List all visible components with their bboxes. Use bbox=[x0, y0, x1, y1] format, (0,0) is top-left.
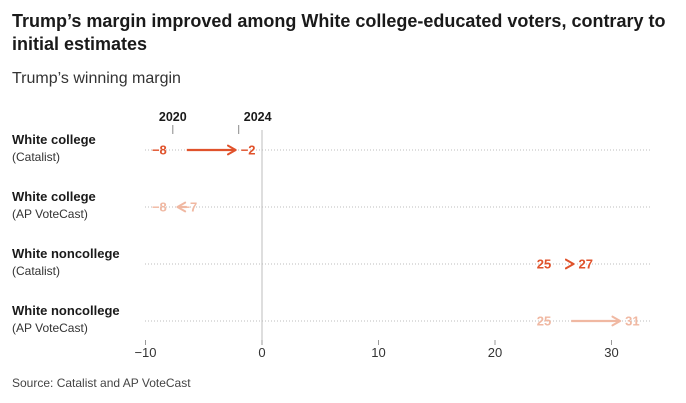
x-tick-label: 20 bbox=[488, 345, 502, 360]
x-tick-label: 0 bbox=[258, 345, 265, 360]
legend-year-end: 2024 bbox=[244, 110, 272, 124]
from-value-label: 25 bbox=[537, 257, 551, 272]
row-label: White college bbox=[12, 189, 96, 204]
row-label: White college bbox=[12, 132, 96, 147]
row-sublabel: (Catalist) bbox=[12, 150, 60, 164]
row-label: White noncollege bbox=[12, 246, 120, 261]
from-value-label: 25 bbox=[537, 314, 551, 329]
chart-subtitle: Trump’s winning margin bbox=[12, 70, 181, 87]
legend-year-start: 2020 bbox=[159, 110, 187, 124]
to-value-label: 27 bbox=[579, 257, 593, 272]
row-label: White noncollege bbox=[12, 303, 120, 318]
row-sublabel: (Catalist) bbox=[12, 264, 60, 278]
chart-title: Trump’s margin improved among White coll… bbox=[12, 11, 666, 54]
x-tick-label: −10 bbox=[134, 345, 156, 360]
to-value-label: 31 bbox=[625, 314, 639, 329]
x-tick-label: 30 bbox=[604, 345, 618, 360]
from-value-label: −8 bbox=[152, 143, 167, 158]
to-value-label: −2 bbox=[241, 143, 256, 158]
source-note: Source: Catalist and AP VoteCast bbox=[12, 376, 191, 390]
row-sublabel: (AP VoteCast) bbox=[12, 321, 88, 335]
x-tick-label: 10 bbox=[371, 345, 385, 360]
from-value-label: −8 bbox=[152, 200, 167, 215]
row-sublabel: (AP VoteCast) bbox=[12, 207, 88, 221]
to-value-label: −7 bbox=[182, 200, 197, 215]
